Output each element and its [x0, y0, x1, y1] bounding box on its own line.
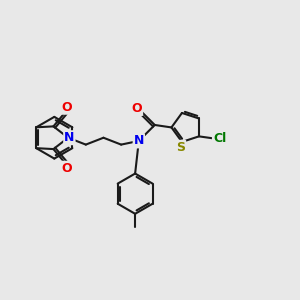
Text: O: O [61, 101, 72, 114]
Text: N: N [64, 131, 75, 144]
Text: O: O [61, 162, 72, 175]
Text: S: S [176, 141, 185, 154]
Text: O: O [131, 102, 142, 115]
Text: Cl: Cl [213, 132, 226, 145]
Text: N: N [134, 134, 144, 147]
